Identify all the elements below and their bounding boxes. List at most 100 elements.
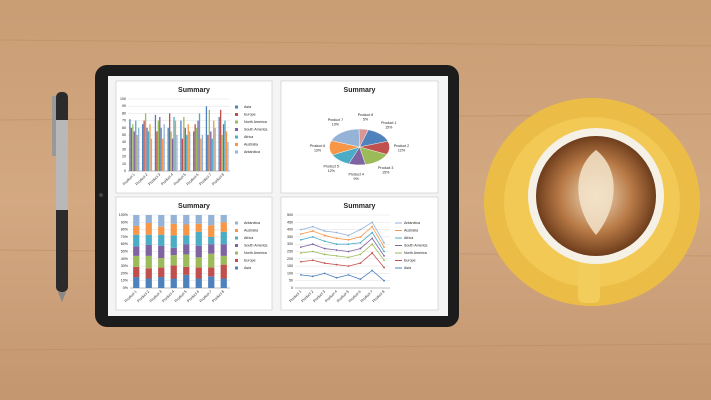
pen — [52, 92, 68, 302]
bar-segment — [220, 231, 227, 245]
point — [300, 273, 302, 276]
y-tick-label: 0% — [123, 286, 129, 290]
bar — [156, 131, 158, 171]
point — [383, 250, 385, 253]
bar — [149, 124, 151, 171]
bar-segment — [170, 278, 177, 288]
chart-panel — [280, 196, 439, 311]
legend-label: North America — [244, 120, 267, 124]
y-tick-label: 80% — [121, 228, 129, 232]
legend-key — [235, 105, 238, 109]
point — [300, 246, 302, 249]
chart-title: Summary — [178, 87, 210, 94]
pie-value-label: 12% — [398, 148, 406, 152]
bar-segment — [195, 267, 202, 279]
y-tick-label: 70 — [122, 119, 126, 123]
bar-segment — [158, 277, 165, 288]
bar — [168, 113, 171, 171]
legend-label: Australia — [404, 228, 418, 232]
bar — [170, 131, 172, 171]
bar-segment — [133, 234, 140, 247]
bar — [201, 135, 204, 171]
bar — [197, 120, 199, 171]
point — [323, 240, 326, 243]
legend-label: Asia — [244, 105, 251, 109]
pie-label: Product 4 — [348, 172, 363, 176]
line — [300, 269, 385, 282]
y-tick-label: 20 — [122, 155, 126, 159]
bar — [142, 124, 144, 171]
point — [359, 236, 362, 238]
pie-label: Product 1 — [381, 121, 396, 125]
point — [359, 247, 362, 250]
bar-segment — [133, 266, 140, 278]
bar-segment — [170, 215, 177, 224]
bar — [200, 138, 202, 171]
y-tick-label: 40 — [122, 140, 126, 144]
bar — [184, 127, 186, 171]
point — [311, 230, 314, 232]
point — [300, 238, 302, 241]
bar — [207, 135, 209, 171]
bar-segment — [133, 277, 140, 288]
legend-label: Africa — [244, 236, 253, 240]
point — [311, 236, 314, 238]
bar-segment — [170, 247, 177, 256]
bar-segment — [195, 215, 202, 224]
legend-key — [235, 221, 238, 225]
y-tick-label: 30 — [122, 147, 126, 151]
bar-segment — [208, 253, 215, 268]
bar-segment — [220, 255, 227, 265]
line — [300, 231, 385, 252]
bar — [176, 135, 178, 171]
bar — [154, 114, 157, 171]
bar — [143, 120, 145, 171]
coffee-cup — [484, 98, 700, 306]
point — [359, 278, 362, 281]
point — [371, 231, 374, 234]
bar-segment — [170, 265, 177, 279]
bar — [186, 135, 188, 171]
y-tick-label: 10 — [122, 162, 126, 166]
y-tick-label: 100 — [287, 271, 293, 275]
y-tick-label: 80 — [122, 111, 126, 115]
bar — [221, 135, 223, 171]
legend-key — [235, 236, 238, 240]
legend-key — [235, 244, 238, 247]
legend-label: Asia — [244, 266, 251, 270]
y-tick-label: 10% — [121, 279, 129, 283]
bar — [146, 127, 148, 171]
y-tick-label: 70% — [121, 235, 129, 239]
point — [383, 266, 385, 269]
pie-label: Product 6 — [310, 144, 325, 148]
y-tick-label: 350 — [287, 235, 293, 239]
y-tick-label: 300 — [287, 242, 293, 246]
pie-slice — [358, 128, 369, 148]
point — [311, 225, 314, 228]
pie-label: Product 5 — [323, 165, 338, 169]
bar — [133, 131, 135, 171]
line — [300, 237, 385, 257]
bar — [194, 124, 196, 171]
bar-segment — [208, 215, 215, 226]
point — [347, 265, 350, 267]
y-tick-label: 150 — [287, 264, 293, 268]
bar-segment — [133, 225, 140, 235]
point — [359, 253, 362, 256]
y-tick-label: 200 — [287, 257, 293, 261]
legend-label: Africa — [244, 135, 253, 139]
point — [300, 252, 302, 254]
bar — [205, 106, 208, 171]
y-tick-label: 60% — [121, 242, 129, 246]
legend-label: Europe — [244, 258, 256, 262]
legend-label: Antarctica — [244, 150, 260, 154]
bar — [135, 120, 137, 171]
point — [371, 243, 374, 246]
point — [311, 275, 314, 278]
bar — [193, 131, 195, 171]
bar-segment — [183, 266, 190, 275]
pie-value-label: 15% — [382, 170, 390, 174]
bar — [150, 138, 153, 171]
legend-label: Europe — [404, 258, 416, 262]
bar — [213, 120, 215, 171]
